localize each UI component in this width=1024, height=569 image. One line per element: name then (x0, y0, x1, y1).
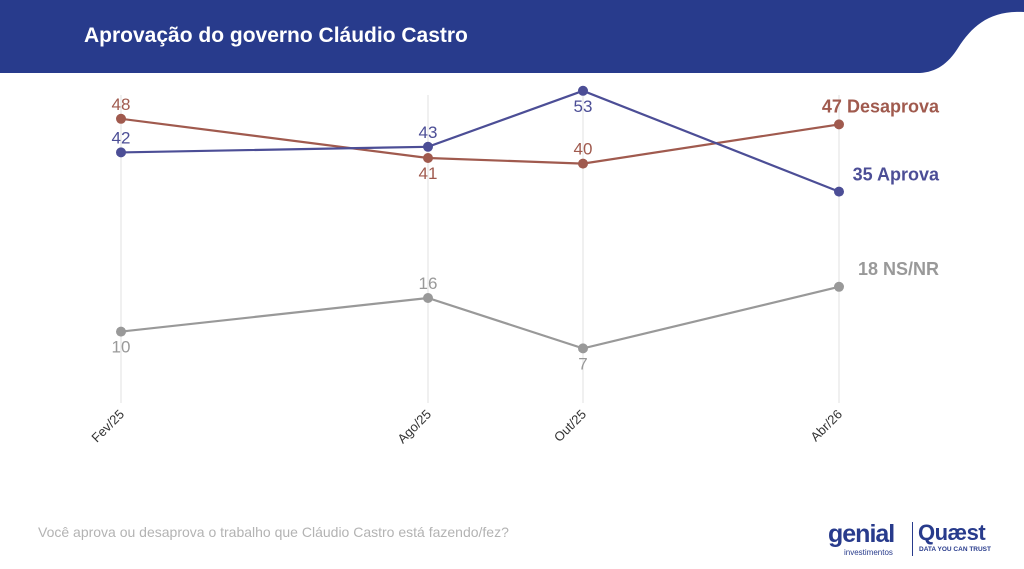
data-label: 48 (112, 95, 131, 114)
data-label: 43 (419, 123, 438, 142)
x-tick-label: Fev/25 (88, 407, 127, 446)
x-tick-label: Out/25 (551, 407, 589, 445)
header-bar: Aprovação do governo Cláudio Castro (0, 0, 1024, 75)
data-point (834, 119, 844, 130)
line-chart: Fev/25 Ago/25 Out/25 Abr/26 48 41 40 47 Desapro… (88, 85, 940, 447)
data-label: 10 (112, 338, 131, 357)
data-label: 40 (574, 140, 593, 159)
series-line (120, 117, 840, 165)
data-label: 16 (419, 274, 438, 293)
data-point (423, 141, 433, 152)
series-line (120, 89, 840, 193)
x-tick-label: Abr/26 (807, 407, 845, 445)
data-point (116, 113, 126, 124)
data-label: 41 (419, 164, 438, 183)
genial-logo-subtext: investimentos (844, 548, 893, 557)
data-point (423, 153, 433, 163)
data-point (116, 147, 126, 158)
series-end-label: 18 NS/NR (858, 259, 939, 279)
sponsor-logos: genial investimentos Quæst DATA YOU CAN … (826, 518, 1000, 560)
page-title: Aprovação do governo Cláudio Castro (84, 24, 468, 47)
series-line (120, 285, 840, 350)
data-point (578, 158, 588, 169)
quaest-logo: Quæst (918, 520, 986, 545)
data-point (578, 85, 588, 96)
question-note: Você aprova ou desaprova o trabalho que … (38, 524, 509, 540)
data-point (834, 281, 844, 292)
genial-logo-text: genial (828, 520, 895, 548)
data-point (423, 293, 433, 303)
data-point (834, 186, 844, 197)
series-end-label: 35 Aprova (853, 165, 940, 185)
data-label: 42 (112, 128, 131, 147)
data-point (116, 326, 126, 337)
data-point (578, 343, 588, 354)
header-background (0, 0, 1024, 73)
data-label: 7 (578, 354, 587, 373)
logo-divider (912, 522, 913, 556)
quaest-tagline: DATA YOU CAN TRUST (919, 546, 991, 553)
data-label: 53 (574, 97, 593, 116)
series-end-label: 47 Desaprova (822, 96, 940, 116)
x-tick-label: Ago/25 (394, 407, 434, 447)
